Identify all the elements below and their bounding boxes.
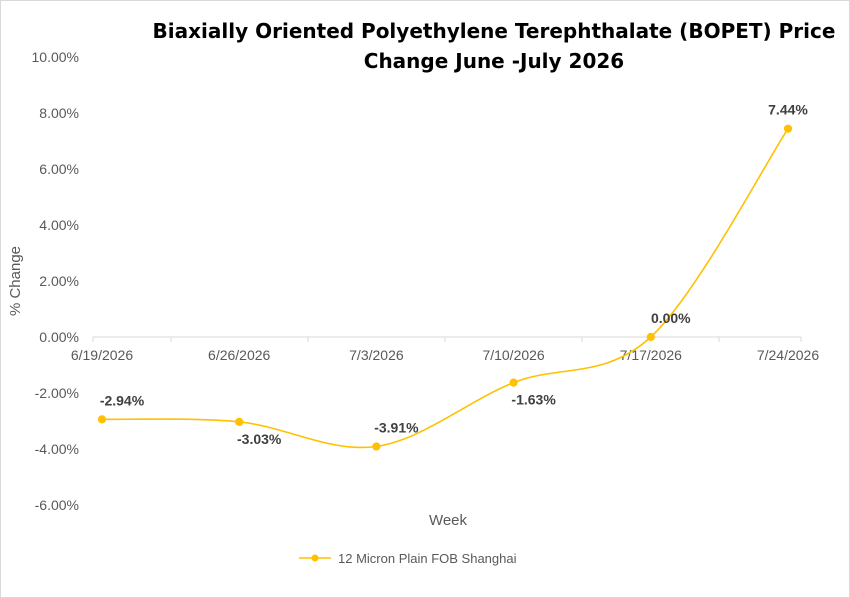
data-point [783,124,793,133]
x-tick-label: 7/3/2026 [349,347,404,363]
chart-title-line-2: Change June -July 2026 [364,49,624,73]
data-label: -1.63% [511,392,556,408]
y-tick-label: 2.00% [39,273,79,289]
data-point [97,415,107,424]
y-tick-label: -4.00% [35,441,79,457]
x-tick-label: 6/26/2026 [208,347,270,363]
data-label: -2.94% [100,392,145,408]
y-tick-label: 10.00% [32,49,79,65]
data-point [509,378,518,387]
x-tick-label: 7/24/2026 [757,347,819,363]
y-tick-label: 0.00% [39,329,79,345]
y-axis-ticks: -6.00% -4.00% -2.00% 0.00% 2.00% 4.00% 6.00% 8.… [32,49,79,513]
y-tick-label: 4.00% [39,217,79,233]
data-points [97,124,793,451]
y-tick-label: 8.00% [39,105,79,121]
x-tick-label: 6/19/2026 [71,347,133,363]
chart-title-line-1: Biaxially Oriented Polyethylene Terephth… [153,19,836,43]
y-tick-label: -2.00% [35,385,79,401]
x-tick-label: 7/10/2026 [482,347,544,363]
x-axis-title: Week [429,512,468,529]
data-label: 7.44% [768,102,808,118]
y-axis-title: % Change [7,246,24,316]
data-point [646,332,655,342]
data-point [372,442,381,451]
x-tick-label: 7/17/2026 [620,347,682,363]
data-labels: -2.94% -3.03% -3.91% -1.63% 0.00% 7.44% [100,102,809,447]
data-label: -3.91% [374,419,419,435]
y-tick-label: 6.00% [39,161,79,177]
y-tick-label: -6.00% [35,497,79,513]
legend-dot-marker [311,554,319,562]
data-label: 0.00% [651,310,691,326]
data-point [235,417,244,426]
data-label: -3.03% [237,431,282,447]
x-axis-ticks: 6/19/2026 6/26/2026 7/3/2026 7/10/2026 7/17/… [71,337,819,363]
legend-label: 12 Micron Plain FOB Shanghai [338,551,517,566]
legend: 12 Micron Plain FOB Shanghai [299,551,517,566]
series-line [101,128,789,449]
